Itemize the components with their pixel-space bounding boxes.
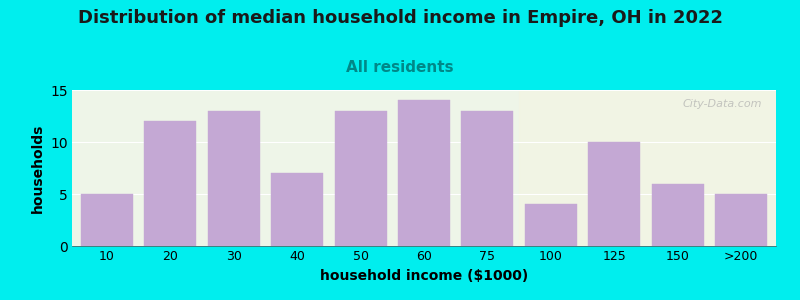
Bar [334, 111, 386, 246]
Bar [144, 121, 196, 246]
Bar [462, 111, 514, 246]
Bar [271, 173, 323, 246]
Bar [715, 194, 767, 246]
Bar [398, 100, 450, 246]
Bar [81, 194, 133, 246]
Bar [525, 204, 577, 246]
Bar [652, 184, 704, 246]
Text: City-Data.com: City-Data.com [682, 99, 762, 110]
X-axis label: household income ($1000): household income ($1000) [320, 269, 528, 283]
Bar [208, 111, 260, 246]
Text: Distribution of median household income in Empire, OH in 2022: Distribution of median household income … [78, 9, 722, 27]
Y-axis label: households: households [30, 123, 45, 213]
Bar [588, 142, 640, 246]
Text: All residents: All residents [346, 60, 454, 75]
